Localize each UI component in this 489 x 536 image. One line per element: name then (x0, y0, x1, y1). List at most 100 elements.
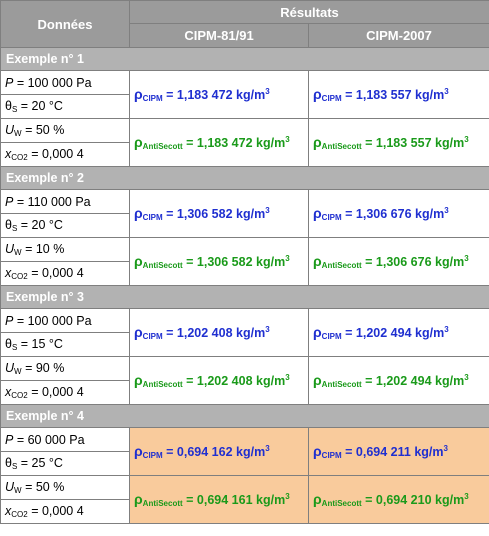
density-value: = 0,694 161 (186, 493, 253, 507)
pressure-symbol: P (5, 313, 14, 328)
density-value: = 1,306 676 (345, 207, 412, 221)
density-unit: kg/m (435, 255, 465, 269)
rho-symbol: ρ (134, 443, 143, 459)
rho-symbol: ρ (134, 253, 143, 269)
rho-subscript: CIPM (321, 332, 342, 341)
rho-antisecott-2007: ρAntiSecott = 1,306 676 kg/m3 (308, 237, 489, 286)
co2-cell: xCO2 = 0,000 4 (0, 142, 130, 167)
humidity-symbol: U (5, 361, 15, 375)
rho-subscript: CIPM (142, 94, 163, 103)
table-row: UW = 50 % ρAntiSecott = 1,183 472 kg/m3 ρA… (0, 118, 489, 167)
density-unit: kg/m (256, 493, 286, 507)
density-unit: kg/m (415, 88, 445, 102)
rho-cipm-2007: ρCIPM = 1,306 676 kg/m3 (308, 189, 489, 238)
rho-symbol: ρ (313, 86, 322, 102)
rho-symbol: ρ (313, 491, 322, 507)
table-row: xCO2 = 0,000 4 (0, 380, 489, 405)
temperature-value: = 20 °C (20, 99, 63, 113)
density-unit: kg/m (415, 207, 445, 221)
density-unit: kg/m (414, 445, 444, 459)
table-row: xCO2 = 0,000 4 (0, 261, 489, 286)
humidity-subscript: W (14, 129, 22, 138)
rho-subscript: CIPM (321, 94, 342, 103)
temperature-cell: θS = 25 °C (0, 451, 130, 476)
theta-subscript: S (11, 105, 18, 114)
unit-exponent: 3 (265, 87, 270, 96)
temperature-value: = 15 °C (20, 337, 63, 351)
theta-symbol: θ (5, 337, 12, 351)
header-donnees: Données (0, 0, 130, 48)
humidity-symbol: U (5, 242, 15, 256)
unit-exponent: 3 (464, 254, 469, 263)
unit-exponent: 3 (285, 492, 290, 501)
co2-cell: xCO2 = 0,000 4 (0, 261, 130, 286)
density-value: = 1,202 408 (186, 374, 253, 388)
table-row: θS = 20 °C (0, 94, 489, 119)
co2-subscript: CO2 (11, 272, 28, 281)
rho-subscript: CIPM (142, 213, 163, 222)
density-value: = 1,183 472 (166, 88, 233, 102)
theta-subscript: S (11, 462, 18, 471)
pressure-cell: P = 100 000 Pa (0, 70, 130, 95)
co2-value: = 0,000 4 (31, 504, 84, 518)
density-value: = 1,202 494 (345, 326, 412, 340)
unit-exponent: 3 (464, 135, 469, 144)
unit-exponent: 3 (464, 492, 469, 501)
density-value: = 0,694 210 (365, 493, 432, 507)
density-unit: kg/m (256, 374, 286, 388)
table-row: θS = 20 °C (0, 213, 489, 238)
humidity-cell: UW = 90 % (0, 356, 130, 381)
pressure-cell: P = 100 000 Pa (0, 308, 130, 333)
humidity-value: = 10 % (25, 242, 65, 256)
co2-subscript: CO2 (11, 391, 28, 400)
co2-subscript: CO2 (11, 510, 28, 519)
rho-antisecott-2007: ρAntiSecott = 1,183 557 kg/m3 (308, 118, 489, 167)
rho-subscript: AntiSecott (321, 499, 362, 508)
rho-subscript: AntiSecott (142, 261, 183, 270)
temperature-value: = 20 °C (20, 218, 63, 232)
theta-symbol: θ (5, 99, 12, 113)
table-row: P = 100 000 Pa ρCIPM = 1,202 408 kg/m3 ρCI… (0, 308, 489, 357)
unit-exponent: 3 (265, 325, 270, 334)
table-row: UW = 10 % ρAntiSecott = 1,306 582 kg/m3 ρA… (0, 237, 489, 286)
rho-subscript: CIPM (142, 332, 163, 341)
theta-symbol: θ (5, 218, 12, 232)
rho-antisecott-2007: ρAntiSecott = 1,202 494 kg/m3 (308, 356, 489, 405)
unit-exponent: 3 (464, 373, 469, 382)
density-unit: kg/m (435, 136, 465, 150)
example-title: Exemple n° 1 (0, 47, 489, 71)
table-row: θS = 15 °C (0, 332, 489, 357)
unit-exponent: 3 (265, 444, 270, 453)
rho-cipm-2007: ρCIPM = 0,694 211 kg/m3 (308, 427, 489, 476)
rho-cipm-2007: ρCIPM = 1,202 494 kg/m3 (308, 308, 489, 357)
humidity-cell: UW = 50 % (0, 475, 130, 500)
rho-antisecott-81-91: ρAntiSecott = 0,694 161 kg/m3 (129, 475, 309, 524)
co2-subscript: CO2 (11, 153, 28, 162)
rho-symbol: ρ (134, 491, 143, 507)
rho-subscript: CIPM (142, 451, 163, 460)
unit-exponent: 3 (444, 206, 449, 215)
header-resultats: Résultats (129, 0, 489, 24)
rho-symbol: ρ (134, 324, 143, 340)
example-section-row: Exemple n° 1 (0, 47, 489, 71)
temperature-cell: θS = 20 °C (0, 94, 130, 119)
results-table: Données Résultats CIPM-81/91 CIPM-2007 E… (0, 0, 489, 524)
rho-antisecott-81-91: ρAntiSecott = 1,202 408 kg/m3 (129, 356, 309, 405)
humidity-subscript: W (14, 367, 22, 376)
rho-subscript: AntiSecott (142, 142, 183, 151)
co2-value: = 0,000 4 (31, 147, 84, 161)
unit-exponent: 3 (444, 325, 449, 334)
density-value: = 1,183 557 (365, 136, 432, 150)
rho-symbol: ρ (313, 372, 322, 388)
unit-exponent: 3 (265, 206, 270, 215)
rho-symbol: ρ (313, 443, 322, 459)
rho-subscript: CIPM (321, 213, 342, 222)
density-value: = 1,202 408 (166, 326, 233, 340)
density-value: = 1,183 472 (186, 136, 253, 150)
table-row: xCO2 = 0,000 4 (0, 499, 489, 524)
humidity-value: = 50 % (25, 123, 65, 137)
example-section-row: Exemple n° 4 (0, 404, 489, 428)
rho-subscript: AntiSecott (321, 261, 362, 270)
rho-symbol: ρ (134, 86, 143, 102)
rho-antisecott-2007: ρAntiSecott = 0,694 210 kg/m3 (308, 475, 489, 524)
